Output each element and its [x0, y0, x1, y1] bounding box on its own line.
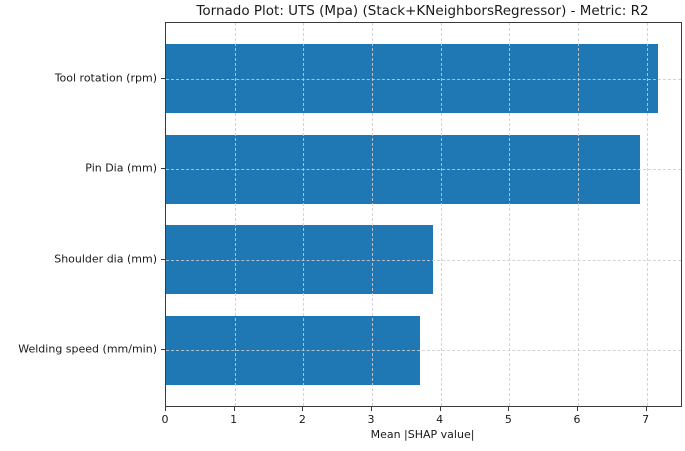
h-gridline: [166, 169, 681, 171]
h-gridline: [166, 78, 681, 80]
bar-1: [166, 44, 659, 114]
x-tick-label: 2: [298, 413, 306, 426]
y-tick-label: Tool rotation (rpm): [54, 71, 157, 85]
x-tick-label: 5: [504, 413, 512, 426]
x-tick-mark: [577, 407, 578, 411]
x-axis-label: Mean |SHAP value|: [370, 428, 475, 441]
v-gridline: [303, 23, 305, 406]
bar-4: [166, 315, 421, 385]
h-gridline: [166, 259, 681, 261]
v-gridline: [372, 23, 373, 406]
plot-area: [165, 22, 682, 407]
x-tick-mark: [302, 407, 304, 411]
x-tick-mark: [233, 407, 235, 411]
y-tick-mark: [161, 258, 165, 260]
bar-2: [166, 134, 641, 204]
y-tick-label: Shoulder dia (mm): [54, 252, 157, 266]
y-tick-mark: [161, 77, 165, 79]
x-tick-label: 6: [573, 413, 581, 426]
v-gridline: [234, 23, 236, 406]
x-tick-label: 7: [642, 413, 650, 426]
y-tick-label: Pin Dia (mm): [85, 161, 157, 175]
x-tick-label: 4: [436, 413, 444, 426]
y-tick-label: Welding speed (mm/min): [18, 342, 157, 356]
chart-title: Tornado Plot: UTS (Mpa) (Stack+KNeighbor…: [196, 3, 649, 19]
x-tick-mark: [508, 407, 510, 411]
v-gridline: [646, 23, 648, 406]
x-tick-mark: [165, 407, 166, 411]
bar-3: [166, 225, 434, 295]
x-tick-mark: [371, 407, 372, 411]
y-tick-mark: [161, 168, 165, 170]
y-tick-mark: [161, 349, 165, 351]
v-gridline: [509, 23, 511, 406]
x-tick-label: 0: [161, 413, 169, 426]
v-gridline: [578, 23, 579, 406]
x-tick-mark: [439, 407, 441, 411]
x-tick-mark: [645, 407, 647, 411]
h-gridline: [166, 350, 681, 352]
x-tick-label: 1: [230, 413, 238, 426]
x-tick-label: 3: [367, 413, 375, 426]
v-gridline: [440, 23, 442, 406]
